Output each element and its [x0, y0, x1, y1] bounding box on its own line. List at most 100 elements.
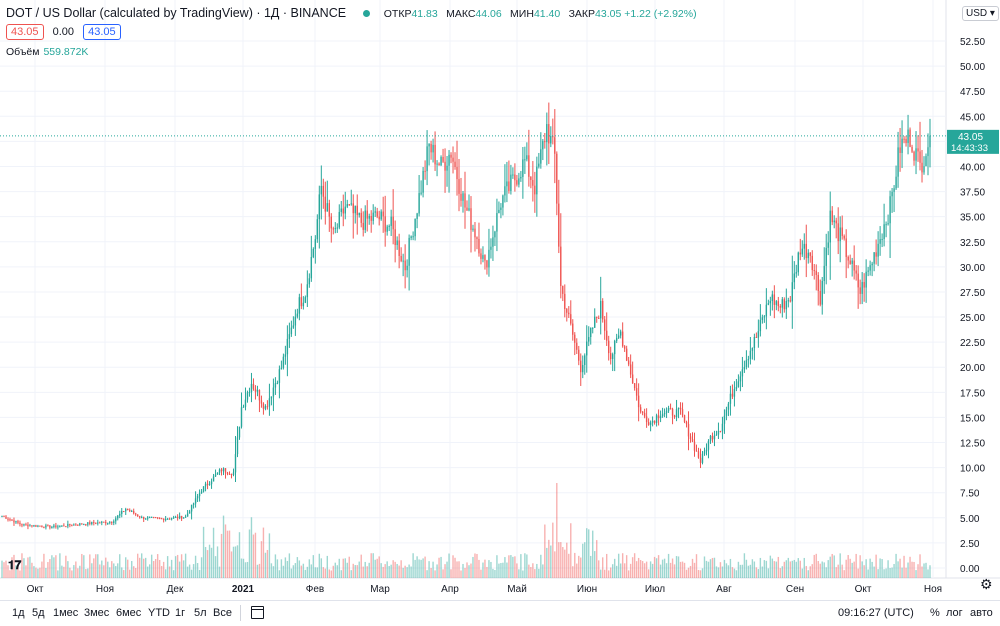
- utc-clock[interactable]: 09:16:27 (UTC): [838, 607, 914, 619]
- volume-bar: [220, 533, 223, 578]
- candle-body: [41, 526, 43, 528]
- candle-body: [402, 260, 404, 262]
- volume-bar: [111, 561, 113, 578]
- volume-bar: [432, 561, 434, 578]
- range-1d-button[interactable]: 1д: [12, 607, 25, 619]
- y-tick-label: 32.50: [960, 238, 985, 249]
- bid-ask-row: 43.05 0.00 43.05: [6, 24, 125, 40]
- symbol-title: DOT / US Dollar (calculated by TradingVi…: [6, 6, 347, 20]
- volume-bar: [797, 558, 799, 578]
- volume-bar: [258, 563, 261, 578]
- candle-body: [264, 406, 267, 409]
- candle-body: [721, 423, 724, 432]
- volume-bar: [378, 556, 380, 578]
- volume-bar: [600, 569, 602, 578]
- volume-bar: [362, 566, 364, 578]
- spread-value: 0.00: [52, 26, 75, 38]
- candle-body: [422, 170, 424, 193]
- volume-bar: [544, 524, 546, 578]
- candle-body: [727, 403, 730, 410]
- x-tick-label: Сен: [786, 584, 804, 595]
- candle-body: [144, 518, 147, 520]
- volume-bar: [67, 561, 69, 578]
- percent-scale-toggle[interactable]: %: [930, 607, 940, 619]
- volume-bar: [190, 569, 193, 578]
- candle-body: [158, 517, 161, 519]
- calendar-icon[interactable]: [251, 606, 264, 619]
- candle-body: [366, 210, 368, 219]
- candle-body: [202, 486, 205, 492]
- candle-body: [23, 524, 25, 526]
- candle-body: [176, 516, 179, 519]
- candle-body: [641, 411, 644, 413]
- y-tick-label: 47.50: [960, 87, 985, 98]
- candle-body: [512, 174, 514, 176]
- volume-bar: [446, 561, 448, 578]
- volume-bar: [396, 563, 398, 578]
- volume-bar: [35, 567, 37, 578]
- range-6m-button[interactable]: 6мес: [116, 607, 142, 619]
- candle-body: [775, 301, 778, 305]
- volume-bar: [320, 558, 323, 578]
- volume-bar: [498, 563, 500, 578]
- volume-bar: [875, 554, 877, 578]
- range-all-button[interactable]: Все: [213, 607, 232, 619]
- candle-body: [406, 265, 408, 271]
- currency-selector[interactable]: USD ▾: [962, 6, 999, 21]
- tradingview-logo-icon[interactable]: 𝟏𝟕: [8, 558, 22, 572]
- candle-body: [310, 256, 313, 279]
- range-5d-button[interactable]: 5д: [32, 607, 45, 619]
- auto-scale-toggle[interactable]: авто: [970, 607, 993, 619]
- gear-icon[interactable]: ⚙: [980, 576, 993, 592]
- volume-bar: [414, 559, 416, 578]
- volume-bar: [598, 560, 600, 578]
- candle-body: [388, 225, 390, 227]
- volume-bar: [789, 561, 791, 578]
- volume-bar: [633, 553, 636, 578]
- volume-bar: [879, 558, 881, 578]
- candle-body: [372, 212, 374, 221]
- candle-body: [919, 151, 921, 163]
- volume-bar: [418, 559, 420, 578]
- candle-body: [697, 451, 700, 458]
- volume-bar: [135, 568, 137, 578]
- volume-bar: [921, 566, 923, 578]
- range-1y-button[interactable]: 1г: [175, 607, 186, 619]
- volume-bar: [831, 553, 833, 578]
- range-3m-button[interactable]: 3мес: [84, 607, 110, 619]
- candle-body: [91, 522, 93, 524]
- candle-body: [691, 438, 694, 442]
- range-ytd-button[interactable]: YTD: [148, 607, 170, 619]
- candle-body: [208, 484, 211, 486]
- volume-bar: [85, 569, 87, 578]
- volume-bar: [751, 559, 754, 578]
- volume-bar: [695, 554, 698, 578]
- volume-bar: [707, 561, 710, 578]
- log-scale-toggle[interactable]: лог: [946, 607, 963, 619]
- volume-bar: [322, 567, 325, 578]
- volume-bar: [51, 555, 53, 578]
- candle-body: [210, 481, 213, 485]
- volume-bar: [464, 567, 466, 578]
- candle-body: [673, 415, 676, 418]
- volume-bar: [296, 557, 299, 578]
- volume-bar: [53, 557, 55, 578]
- volume-bar: [897, 561, 899, 578]
- volume-bar: [586, 528, 588, 578]
- range-1m-button[interactable]: 1мес: [53, 607, 79, 619]
- range-5y-button[interactable]: 5л: [194, 607, 207, 619]
- candle-body: [755, 336, 758, 338]
- volume-bar: [188, 564, 191, 578]
- bid-price[interactable]: 43.05: [6, 24, 44, 40]
- candle-body: [47, 525, 49, 527]
- candle-body: [141, 517, 143, 519]
- candle-body: [111, 522, 113, 524]
- candle-body: [456, 166, 458, 180]
- candle-body: [803, 243, 805, 249]
- candle-body: [286, 338, 289, 355]
- ask-price[interactable]: 43.05: [83, 24, 121, 40]
- volume-bar: [502, 562, 504, 578]
- volume-bar: [422, 558, 424, 578]
- candle-body: [276, 382, 279, 384]
